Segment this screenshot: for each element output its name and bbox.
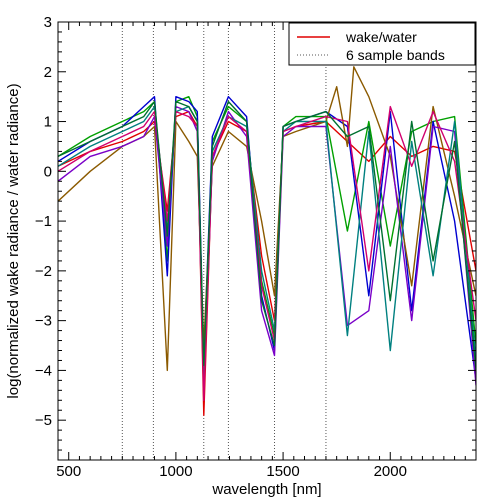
axis-tick-labels: 500 1000 1500 2000 −5 −4 −3 −2 −1 0 1 2 3	[35, 14, 407, 480]
y-tick-label: −2	[35, 263, 52, 280]
series-line	[58, 100, 476, 371]
y-tick-label: −3	[35, 313, 52, 330]
x-tick-label: 2000	[374, 463, 407, 480]
y-tick-label: 3	[44, 14, 52, 31]
y-tick-label: 0	[44, 163, 52, 180]
y-tick-label: −4	[35, 362, 52, 379]
plot-frame	[57, 21, 477, 461]
x-axis-label: wavelength [nm]	[211, 481, 321, 498]
legend-label-sample-bands: 6 sample bands	[346, 47, 445, 63]
sample-band-lines	[121, 22, 327, 460]
series-layer	[58, 66, 476, 416]
x-tick-label: 1500	[266, 463, 299, 480]
y-tick-label: −5	[35, 412, 52, 429]
y-axis-label: log(normalized wake radiance / water rad…	[5, 83, 22, 398]
x-tick-label: 500	[56, 463, 81, 480]
y-tick-label: 2	[44, 64, 52, 81]
y-tick-label: −1	[35, 213, 52, 230]
series-line	[58, 105, 476, 401]
legend-label-wake-water: wake/water	[345, 29, 417, 45]
legend-box	[288, 22, 476, 66]
x-tick-label: 1000	[159, 463, 192, 480]
y-tick-label: 1	[44, 114, 52, 131]
legend: wake/water 6 sample bands	[288, 22, 476, 66]
series-line	[58, 66, 476, 372]
